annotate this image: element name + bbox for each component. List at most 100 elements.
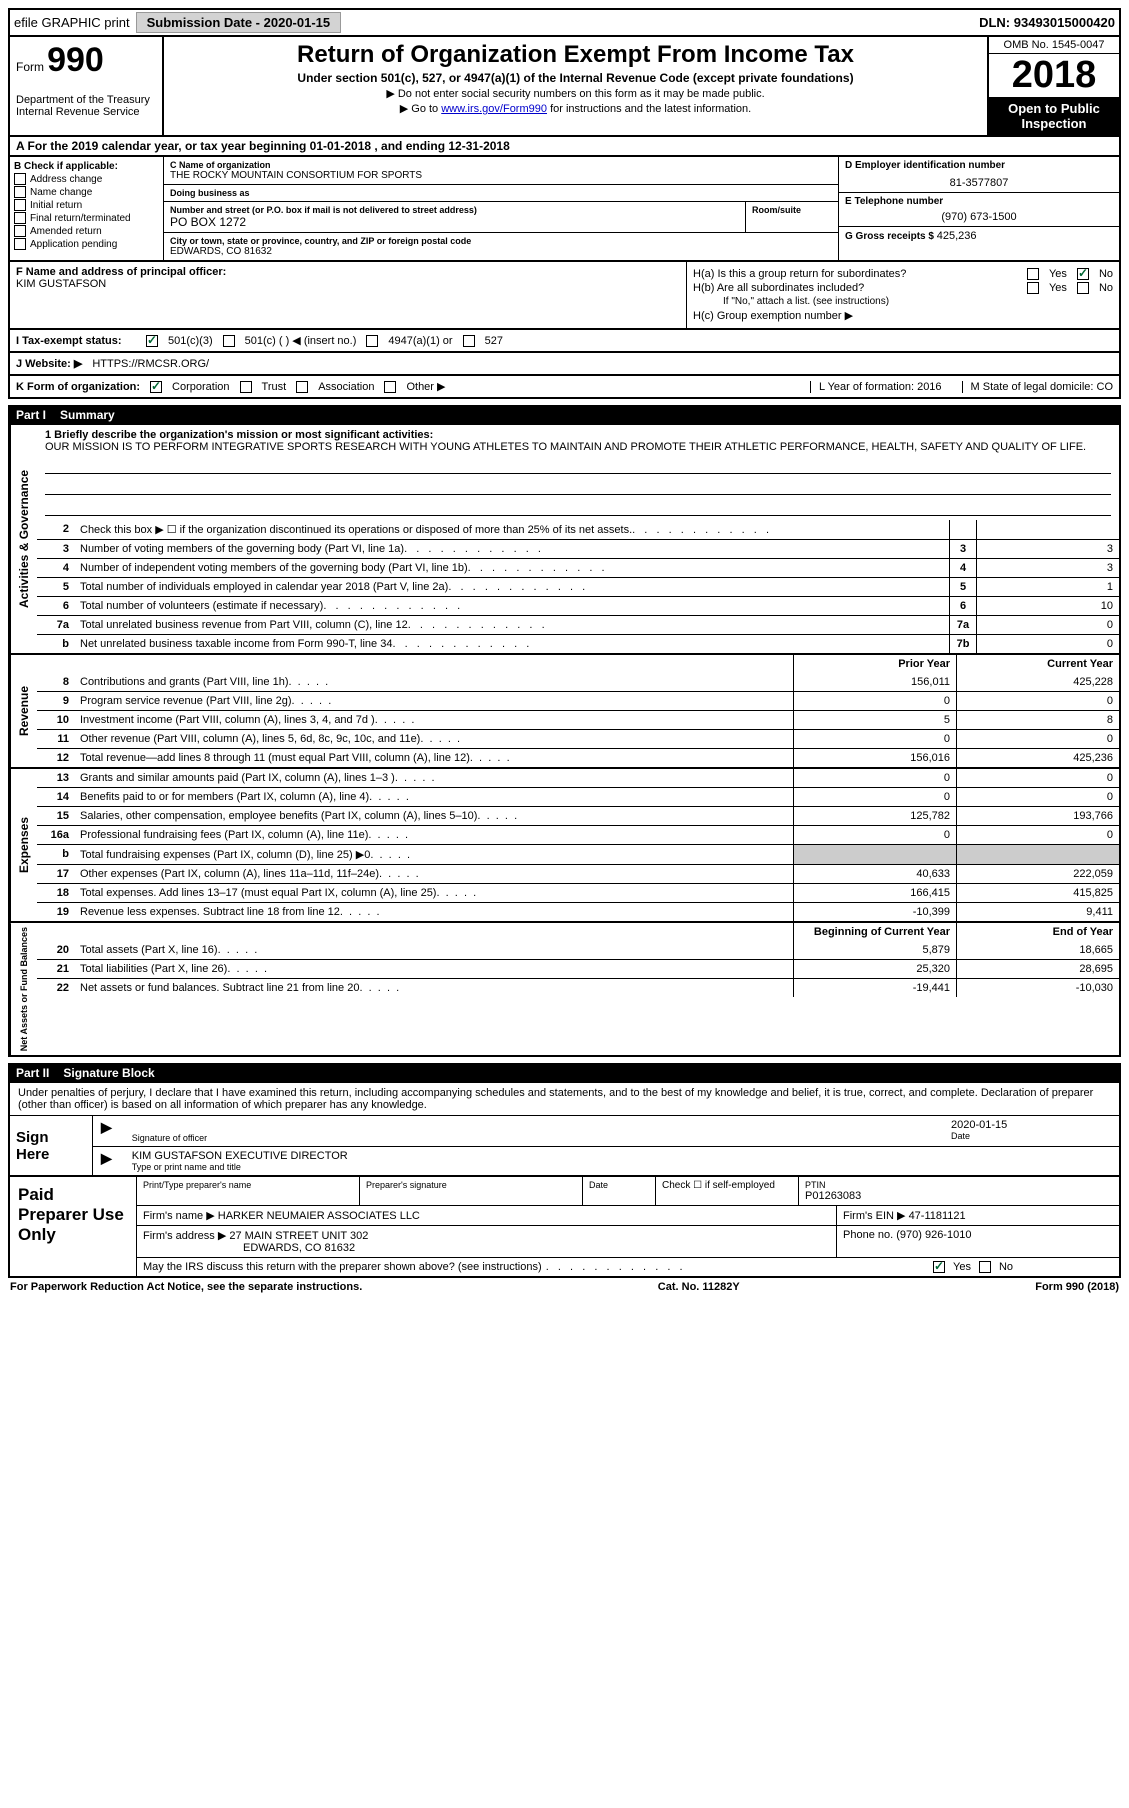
summary-netassets: Net Assets or Fund Balances Beginning of… (8, 923, 1121, 1057)
k-label: K Form of organization: (16, 381, 140, 393)
ha-no[interactable] (1077, 268, 1089, 280)
table-row: 12 Total revenue—add lines 8 through 11 … (37, 748, 1119, 767)
row-a-period: A For the 2019 calendar year, or tax yea… (8, 137, 1121, 157)
ein-value: 81-3577807 (845, 177, 1113, 189)
discuss-label: May the IRS discuss this return with the… (143, 1261, 684, 1273)
prep-self-emp: Check ☐ if self-employed (656, 1177, 799, 1205)
gross-label: G Gross receipts $ (845, 231, 937, 242)
row-i-tax-status: I Tax-exempt status: 501(c)(3) 501(c) ( … (8, 330, 1121, 353)
chk-assoc[interactable] (296, 381, 308, 393)
chk-name-change[interactable] (14, 186, 26, 198)
firm-addr1: 27 MAIN STREET UNIT 302 (229, 1230, 368, 1242)
ptin-label: PTIN (805, 1180, 1113, 1190)
chk-4947[interactable] (366, 335, 378, 347)
table-row: 13 Grants and similar amounts paid (Part… (37, 769, 1119, 787)
table-row: 20 Total assets (Part X, line 16) 5,879 … (37, 941, 1119, 959)
ha-yes[interactable] (1027, 268, 1039, 280)
j-label: J Website: ▶ (16, 357, 82, 370)
gross-value: 425,236 (937, 230, 977, 242)
prep-name-label: Print/Type preparer's name (143, 1180, 353, 1190)
table-row: 9 Program service revenue (Part VIII, li… (37, 691, 1119, 710)
room-label: Room/suite (752, 205, 832, 215)
year-formation: L Year of formation: 2016 (810, 381, 942, 393)
hb-note: If "No," attach a list. (see instruction… (693, 296, 1113, 307)
ein-label: D Employer identification number (845, 160, 1113, 171)
chk-app-pending[interactable] (14, 238, 26, 250)
b-header: B Check if applicable: (14, 161, 159, 172)
hb-no[interactable] (1077, 282, 1089, 294)
row-k: K Form of organization: Corporation Trus… (8, 376, 1121, 399)
part-ii-title: Signature Block (63, 1066, 154, 1080)
footer: For Paperwork Reduction Act Notice, see … (8, 1278, 1121, 1296)
arrow-icon: ▶ (101, 1150, 112, 1172)
chk-other[interactable] (384, 381, 396, 393)
form-word: Form (16, 60, 44, 74)
sig-name: KIM GUSTAFSON EXECUTIVE DIRECTOR (132, 1150, 1111, 1162)
officer-name: KIM GUSTAFSON (16, 278, 680, 290)
city-label: City or town, state or province, country… (170, 236, 832, 246)
chk-trust[interactable] (240, 381, 252, 393)
chk-527[interactable] (463, 335, 475, 347)
discuss-yes[interactable] (933, 1261, 945, 1273)
submission-date-box: Submission Date - 2020-01-15 (136, 12, 342, 33)
chk-final-return[interactable] (14, 212, 26, 224)
irs: Internal Revenue Service (16, 106, 156, 118)
form-subtitle: Under section 501(c), 527, or 4947(a)(1)… (174, 71, 977, 85)
block-bcd: B Check if applicable: Address change Na… (8, 157, 1121, 262)
paid-preparer-block: Paid Preparer Use Only Print/Type prepar… (8, 1177, 1121, 1278)
table-row: 4 Number of independent voting members o… (37, 558, 1119, 577)
f-label: F Name and address of principal officer: (16, 266, 680, 278)
part-ii-header: Part II Signature Block (8, 1063, 1121, 1083)
summary-governance: Activities & Governance 1 Briefly descri… (8, 425, 1121, 655)
table-row: 7a Total unrelated business revenue from… (37, 615, 1119, 634)
prep-sig-label: Preparer's signature (366, 1180, 576, 1190)
chk-501c[interactable] (223, 335, 235, 347)
sig-date: 2020-01-15 (951, 1119, 1111, 1131)
sig-date-label: Date (951, 1131, 1111, 1141)
table-row: b Total fundraising expenses (Part IX, c… (37, 844, 1119, 864)
firm-phone-label: Phone no. (843, 1229, 893, 1241)
firm-name: HARKER NEUMAIER ASSOCIATES LLC (218, 1210, 420, 1222)
table-row: 15 Salaries, other compensation, employe… (37, 806, 1119, 825)
footer-form: Form 990 (2018) (1035, 1281, 1119, 1293)
note-link: ▶ Go to www.irs.gov/Form990 for instruct… (174, 102, 977, 115)
hb-yes[interactable] (1027, 282, 1039, 294)
mission-text: OUR MISSION IS TO PERFORM INTEGRATIVE SP… (45, 441, 1111, 453)
table-row: 14 Benefits paid to or for members (Part… (37, 787, 1119, 806)
summary-expenses: Expenses 13 Grants and similar amounts p… (8, 769, 1121, 923)
sig-officer-label: Signature of officer (132, 1133, 935, 1143)
chk-corp[interactable] (150, 381, 162, 393)
irs-link[interactable]: www.irs.gov/Form990 (441, 103, 547, 115)
table-row: 18 Total expenses. Add lines 13–17 (must… (37, 883, 1119, 902)
efile-label: efile GRAPHIC print (14, 15, 130, 30)
chk-initial-return[interactable] (14, 199, 26, 211)
org-name: THE ROCKY MOUNTAIN CONSORTIUM FOR SPORTS (170, 170, 832, 181)
tax-year: 2018 (989, 54, 1119, 97)
hdr-boy: Beginning of Current Year (793, 923, 956, 941)
firm-ein: 47-1181121 (909, 1210, 966, 1222)
chk-address-change[interactable] (14, 173, 26, 185)
c-name-label: C Name of organization (170, 160, 832, 170)
chk-amended[interactable] (14, 225, 26, 237)
open-public: Open to Public Inspection (989, 97, 1119, 135)
part-ii-num: Part II (16, 1066, 49, 1080)
dept-treasury: Department of the Treasury (16, 94, 156, 106)
prep-date-label: Date (589, 1180, 649, 1190)
form-title: Return of Organization Exempt From Incom… (174, 41, 977, 69)
form-number: 990 (47, 41, 104, 79)
hc-label: H(c) Group exemption number ▶ (693, 309, 1113, 322)
discuss-no[interactable] (979, 1261, 991, 1273)
omb-number: OMB No. 1545-0047 (989, 37, 1119, 54)
hdr-prior-year: Prior Year (793, 655, 956, 673)
hdr-current-year: Current Year (956, 655, 1119, 673)
dba-label: Doing business as (170, 188, 832, 198)
sig-declaration: Under penalties of perjury, I declare th… (10, 1083, 1119, 1116)
firm-addr-label: Firm's address ▶ (143, 1230, 226, 1242)
firm-name-label: Firm's name ▶ (143, 1210, 215, 1222)
table-row: 8 Contributions and grants (Part VIII, l… (37, 673, 1119, 691)
firm-addr2: EDWARDS, CO 81632 (143, 1242, 830, 1254)
i-label: I Tax-exempt status: (16, 335, 136, 347)
table-row: 19 Revenue less expenses. Subtract line … (37, 902, 1119, 921)
chk-501c3[interactable] (146, 335, 158, 347)
footer-left: For Paperwork Reduction Act Notice, see … (10, 1281, 362, 1293)
